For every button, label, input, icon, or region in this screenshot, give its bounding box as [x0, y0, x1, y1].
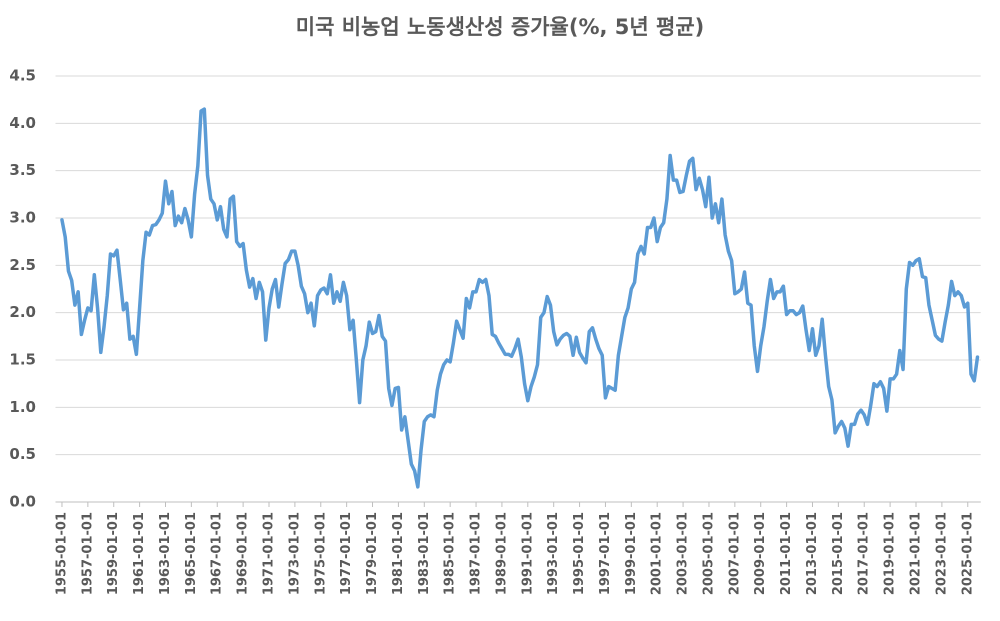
x-tick-label: 1965-01-01 — [184, 512, 199, 595]
x-tick-label: 1985-01-01 — [443, 512, 458, 595]
x-tick-label: 2007-01-01 — [727, 512, 742, 595]
x-tick-label: 1977-01-01 — [339, 512, 354, 595]
x-tick-label: 1975-01-01 — [313, 512, 328, 595]
x-tick-label: 1989-01-01 — [494, 512, 509, 595]
x-tick-label: 1983-01-01 — [417, 512, 432, 595]
x-tick-label: 1991-01-01 — [520, 512, 535, 595]
y-tick-label: 0.5 — [9, 445, 36, 463]
x-tick-label: 1987-01-01 — [469, 512, 484, 595]
y-tick-label: 4.0 — [9, 114, 36, 132]
x-tick-label: 1967-01-01 — [210, 512, 225, 595]
y-tick-label: 1.5 — [9, 351, 36, 369]
y-tick-label: 2.0 — [9, 303, 36, 321]
y-tick-label: 0.0 — [9, 493, 36, 511]
x-tick-label: 1957-01-01 — [80, 512, 95, 595]
x-tick-label: 1971-01-01 — [262, 512, 277, 595]
x-tick-label: 2005-01-01 — [701, 512, 716, 595]
x-tick-label: 1973-01-01 — [287, 512, 302, 595]
x-tick-label: 2013-01-01 — [805, 512, 820, 595]
x-tick-label: 1997-01-01 — [598, 512, 613, 595]
x-tick-label: 1995-01-01 — [572, 512, 587, 595]
y-tick-label: 3.5 — [9, 161, 36, 179]
x-tick-label: 1981-01-01 — [391, 512, 406, 595]
x-tick-label: 2009-01-01 — [753, 512, 768, 595]
x-tick-label: 2001-01-01 — [650, 512, 665, 595]
chart-title: 미국 비농업 노동생산성 증가율(%, 5년 평균) — [296, 15, 705, 39]
x-tick-label: 2021-01-01 — [909, 512, 924, 595]
x-tick-label: 1963-01-01 — [158, 512, 173, 595]
x-tick-label: 1999-01-01 — [624, 512, 639, 595]
x-tick-label: 1955-01-01 — [54, 512, 69, 595]
x-tick-label: 1979-01-01 — [365, 512, 380, 595]
y-tick-label: 3.0 — [9, 209, 36, 227]
x-tick-label: 2023-01-01 — [934, 512, 949, 595]
y-tick-label: 2.5 — [9, 256, 36, 274]
x-tick-label: 2019-01-01 — [883, 512, 898, 595]
x-tick-label: 1959-01-01 — [106, 512, 121, 595]
x-tick-label: 2017-01-01 — [857, 512, 872, 595]
x-tick-label: 2003-01-01 — [676, 512, 691, 595]
x-tick-label: 2025-01-01 — [960, 512, 975, 595]
x-tick-label: 1961-01-01 — [132, 512, 147, 595]
x-tick-label: 2015-01-01 — [831, 512, 846, 595]
x-tick-label: 1993-01-01 — [546, 512, 561, 595]
x-tick-label: 2011-01-01 — [779, 512, 794, 595]
y-tick-label: 4.5 — [9, 67, 36, 85]
x-tick-label: 1969-01-01 — [236, 512, 251, 595]
data-line — [60, 107, 980, 489]
y-tick-label: 1.0 — [9, 398, 36, 416]
